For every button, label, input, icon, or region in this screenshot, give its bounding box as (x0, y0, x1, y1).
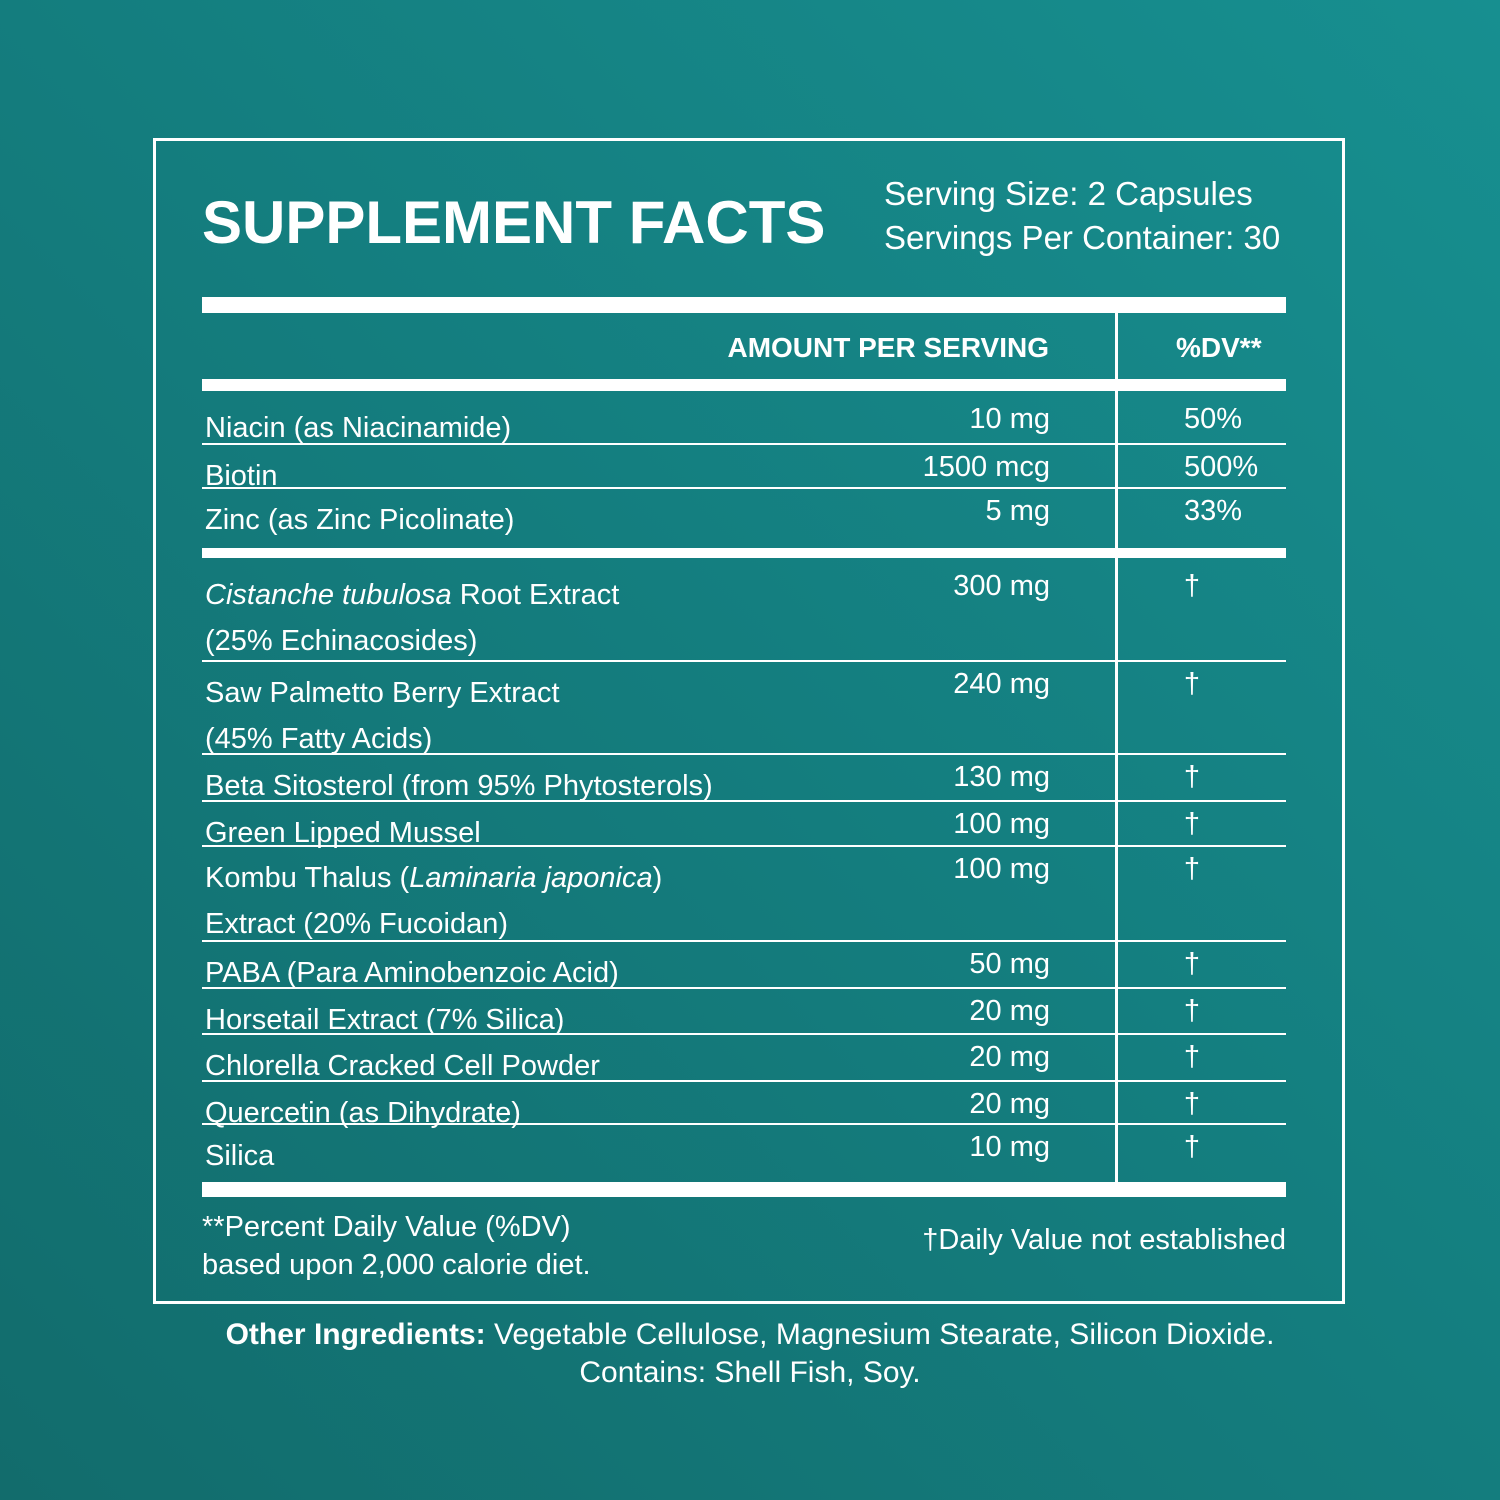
ingredient-name-part: Green Lipped Mussel (205, 817, 481, 849)
ingredient-name-part: Horsetail Extract (7% Silica) (205, 1004, 565, 1036)
divider-thick (202, 379, 1286, 391)
ingredient-name: Green Lipped Mussel (205, 810, 965, 856)
serving-info: Serving Size: 2 Capsules Servings Per Co… (884, 172, 1280, 260)
ingredient-name-part: PABA (Para Aminobenzoic Acid) (205, 957, 619, 989)
ingredient-amount: 50 mg (969, 948, 1050, 980)
ingredient-amount: 100 mg (953, 808, 1050, 840)
ingredient-row: Kombu Thalus (Laminaria japonica) Extrac… (202, 847, 1286, 942)
ingredient-name-part: Beta Sitosterol (from 95% Phytosterols) (205, 770, 713, 802)
header-dv: %DV** (1176, 332, 1262, 363)
ingredient-name: Beta Sitosterol (from 95% Phytosterols) (205, 763, 965, 809)
ingredient-dv: 500% (1184, 451, 1259, 483)
ingredient-amount: 5 mg (985, 495, 1050, 527)
ingredient-name: Saw Palmetto Berry Extract (45% Fatty Ac… (205, 670, 625, 762)
ingredient-amount: 10 mg (969, 403, 1050, 435)
ingredient-name: Biotin (205, 453, 965, 499)
footnote-dv: **Percent Daily Value (%DV) based upon 2… (202, 1211, 591, 1281)
ingredient-name-part: Chlorella Cracked Cell Powder (205, 1050, 600, 1082)
ingredient-dv: † (1183, 995, 1201, 1027)
servings-per-container: Servings Per Container: 30 (884, 219, 1281, 256)
ingredient-name: Chlorella Cracked Cell Powder (205, 1043, 965, 1089)
supplement-facts-panel (153, 138, 1345, 1304)
ingredient-dv: † (1183, 570, 1201, 602)
ingredient-amount: 20 mg (969, 1088, 1050, 1120)
ingredient-name-part: Biotin (205, 460, 278, 492)
ingredient-name-part: Niacin (as Niacinamide) (205, 412, 512, 444)
ingredient-dv: 33% (1184, 495, 1243, 527)
ingredient-amount: 20 mg (969, 1041, 1050, 1073)
ingredient-name-part: Saw Palmetto Berry Extract (45% Fatty Ac… (205, 677, 560, 755)
ingredient-row: Niacin (as Niacinamide) 10 mg 50% (202, 397, 1286, 445)
divider-thick (202, 297, 1286, 313)
serving-size: Serving Size: 2 Capsules (884, 175, 1253, 212)
ingredient-row: Zinc (as Zinc Picolinate) 5 mg 33% (202, 489, 1286, 548)
allergen-info: Contains: Shell Fish, Soy. (579, 1356, 921, 1389)
page-title: SUPPLEMENT FACTS (202, 189, 826, 256)
column-divider (1115, 313, 1118, 1182)
ingredient-dv: † (1183, 948, 1201, 980)
ingredient-name-part: Quercetin (as Dihydrate) (205, 1097, 521, 1129)
ingredient-name-part: Root Extract (25% Echinacosides) (205, 579, 620, 657)
ingredient-name-part: ) Extract (20% Fucoidan) (205, 862, 663, 940)
ingredient-name: Silica (205, 1133, 965, 1179)
ingredient-row: PABA (Para Aminobenzoic Acid) 50 mg † (202, 942, 1286, 989)
other-ingredients-list: Vegetable Cellulose, Magnesium Stearate,… (485, 1318, 1275, 1351)
ingredient-row: Cistanche tubulosa Root Extract (25% Ech… (202, 564, 1286, 662)
ingredient-name: Niacin (as Niacinamide) (205, 405, 965, 451)
ingredient-name-part: Kombu Thalus ( (205, 862, 410, 894)
ingredient-row: Green Lipped Mussel 100 mg † (202, 802, 1286, 849)
ingredient-name-part: Silica (205, 1140, 275, 1172)
ingredient-row: Silica 10 mg † (202, 1125, 1286, 1182)
divider-thick (202, 548, 1286, 558)
divider-thick (202, 1182, 1286, 1197)
ingredient-name-part: Laminaria japonica (409, 862, 653, 894)
ingredient-name: Zinc (as Zinc Picolinate) (205, 497, 965, 543)
ingredient-amount: 10 mg (969, 1131, 1050, 1163)
ingredient-row: Biotin 1500 mcg 500% (202, 445, 1286, 492)
ingredient-dv: † (1183, 853, 1201, 885)
ingredient-amount: 1500 mcg (922, 451, 1050, 483)
ingredient-row: Beta Sitosterol (from 95% Phytosterols) 1… (202, 755, 1286, 802)
ingredient-name: Kombu Thalus (Laminaria japonica) Extrac… (205, 855, 725, 947)
ingredient-dv: † (1183, 1041, 1201, 1073)
ingredient-amount: 300 mg (953, 570, 1050, 602)
ingredient-row: Quercetin (as Dihydrate) 20 mg † (202, 1082, 1286, 1129)
ingredient-dv: † (1183, 808, 1201, 840)
ingredient-amount: 240 mg (953, 668, 1050, 700)
ingredient-name: Quercetin (as Dihydrate) (205, 1090, 965, 1136)
ingredient-dv: † (1183, 1088, 1201, 1120)
ingredient-row: Saw Palmetto Berry Extract (45% Fatty Ac… (202, 662, 1286, 755)
ingredient-name: Cistanche tubulosa Root Extract (25% Ech… (205, 572, 665, 664)
ingredient-name-part: Cistanche tubulosa (205, 579, 452, 611)
ingredient-row: Chlorella Cracked Cell Powder 20 mg † (202, 1035, 1286, 1082)
ingredient-amount: 100 mg (953, 853, 1050, 885)
ingredient-dv: † (1183, 761, 1201, 793)
ingredient-row: Horsetail Extract (7% Silica) 20 mg † (202, 989, 1286, 1036)
other-ingredients: Other Ingredients: Vegetable Cellulose, … (0, 1316, 1500, 1392)
header-amount: AMOUNT PER SERVING (727, 332, 1049, 363)
other-ingredients-label: Other Ingredients: (225, 1318, 486, 1351)
ingredient-dv: † (1183, 668, 1201, 700)
ingredient-dv: † (1183, 1131, 1201, 1163)
ingredient-amount: 20 mg (969, 995, 1050, 1027)
footnote-dagger: †Daily Value not established (922, 1224, 1286, 1256)
ingredient-name-part: Zinc (as Zinc Picolinate) (205, 504, 515, 536)
ingredient-amount: 130 mg (953, 761, 1050, 793)
ingredient-name: Horsetail Extract (7% Silica) (205, 997, 965, 1043)
ingredient-name: PABA (Para Aminobenzoic Acid) (205, 950, 965, 996)
ingredient-dv: 50% (1184, 403, 1243, 435)
